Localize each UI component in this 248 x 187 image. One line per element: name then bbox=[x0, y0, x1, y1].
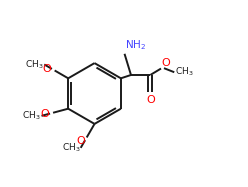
Text: CH$_3$: CH$_3$ bbox=[22, 110, 41, 122]
Text: NH$_2$: NH$_2$ bbox=[125, 39, 147, 52]
Text: O: O bbox=[146, 95, 155, 105]
Text: CH$_3$: CH$_3$ bbox=[62, 142, 80, 154]
Text: O: O bbox=[76, 136, 85, 146]
Text: O: O bbox=[43, 64, 51, 74]
Text: CH$_3$: CH$_3$ bbox=[175, 66, 193, 79]
Text: O: O bbox=[161, 58, 170, 68]
Text: O: O bbox=[41, 109, 50, 119]
Text: CH$_3$: CH$_3$ bbox=[25, 58, 44, 71]
